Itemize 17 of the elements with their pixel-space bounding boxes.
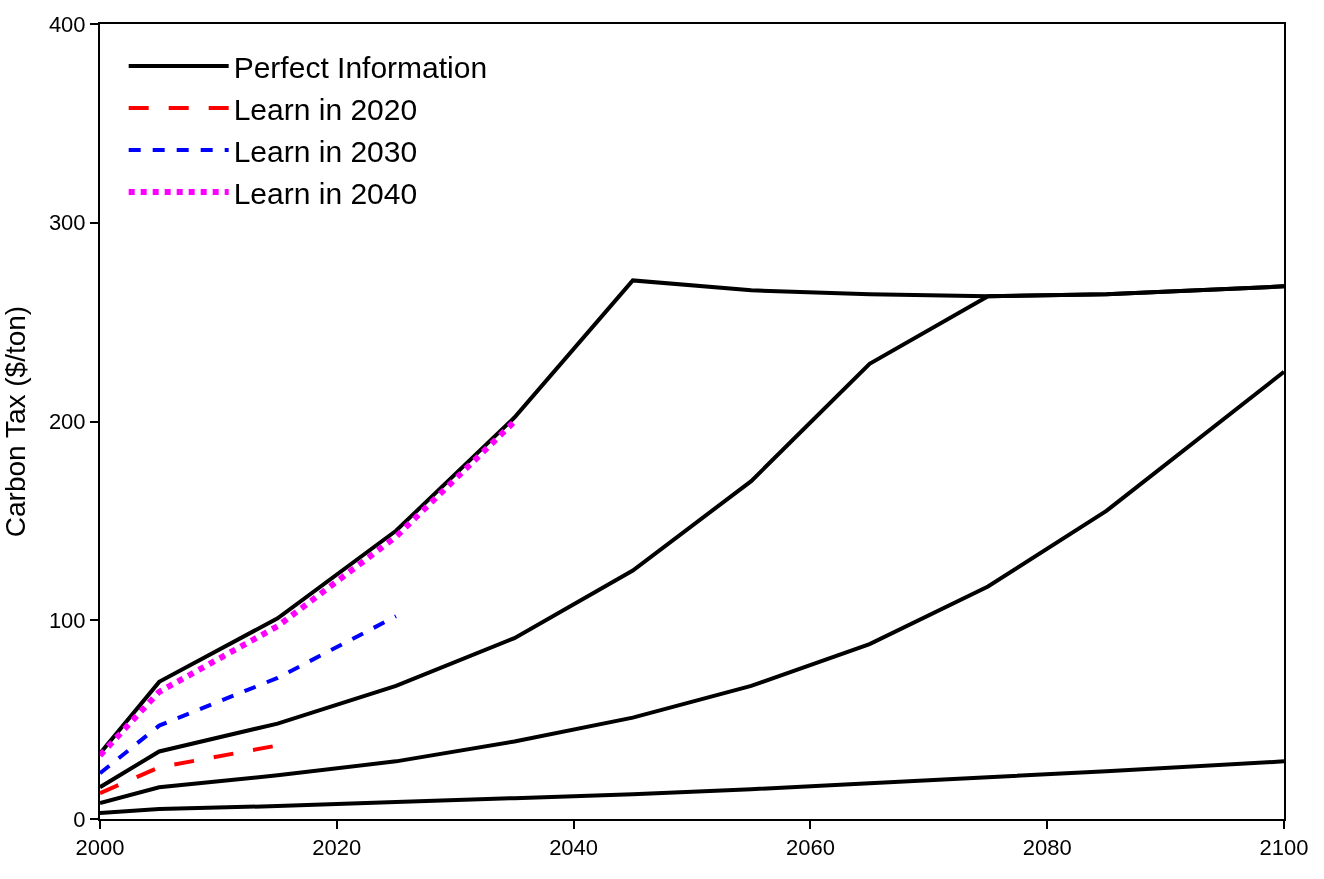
x-tick-label: 2080 xyxy=(1022,835,1072,861)
y-axis-title: Carbon Tax ($/ton) xyxy=(0,305,32,538)
x-tick-label: 2000 xyxy=(75,835,125,861)
y-tick-label: 200 xyxy=(48,409,86,435)
legend-label: Learn in 2030 xyxy=(233,134,418,168)
x-tick-label: 2060 xyxy=(785,835,835,861)
legend-label: Perfect Information xyxy=(233,50,488,84)
y-tick-label: 0 xyxy=(73,806,86,832)
x-tick-label: 2040 xyxy=(549,835,599,861)
legend-label: Learn in 2040 xyxy=(233,176,418,210)
line-series xyxy=(100,614,398,776)
x-tick-label: 2100 xyxy=(1259,835,1309,861)
x-tick-label: 2020 xyxy=(312,835,362,861)
legend-label: Learn in 2020 xyxy=(233,92,418,126)
y-tick-label: 100 xyxy=(48,607,86,633)
y-tick-label: 400 xyxy=(48,11,86,37)
y-tick-label: 300 xyxy=(48,210,86,236)
